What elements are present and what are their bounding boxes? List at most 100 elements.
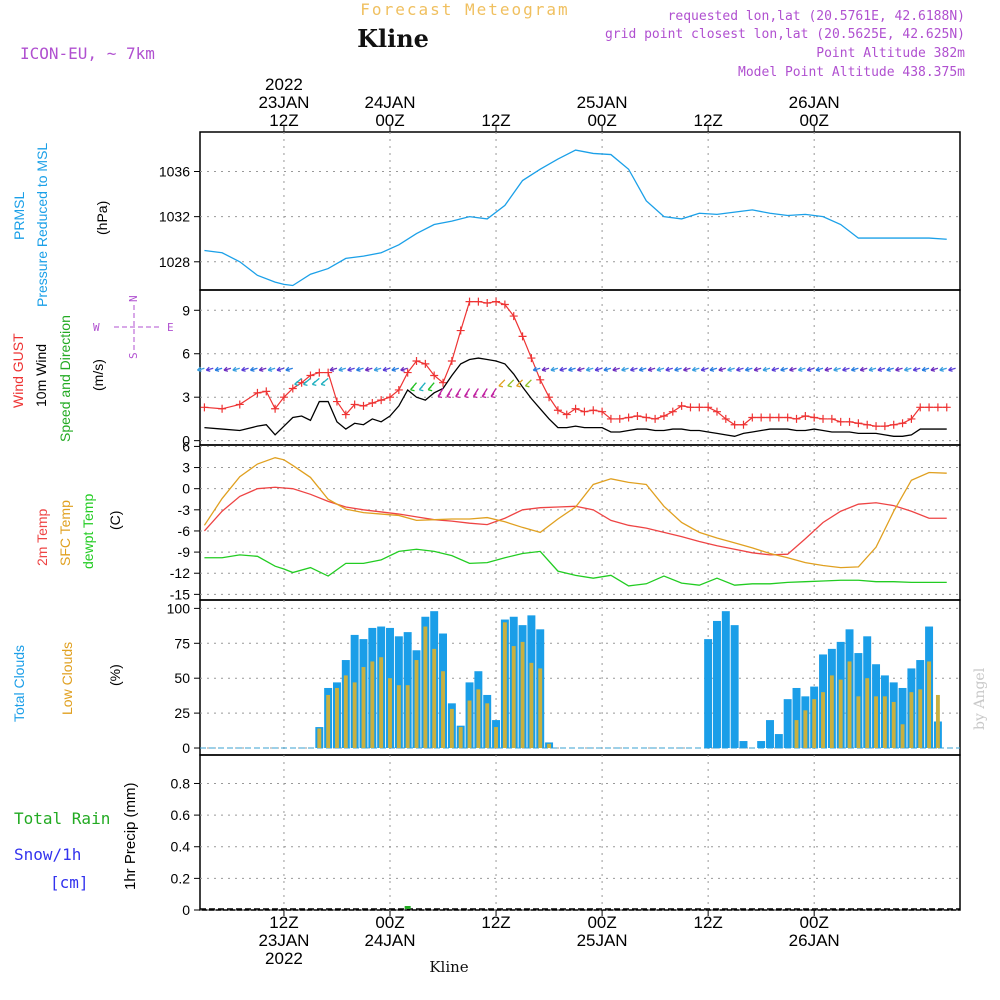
wind-direction-arrow [939, 366, 947, 372]
low-cloud-bar [396, 685, 401, 749]
wind-direction-arrow [472, 388, 479, 399]
low-cloud-bar [856, 696, 861, 749]
wind-direction-arrow [948, 366, 956, 372]
clouds-plot: 0 25 50 75 100 [167, 600, 960, 756]
wind-direction-arrow [338, 366, 346, 372]
low-cloud-bar [405, 685, 410, 749]
wind-gust-point [933, 403, 942, 412]
wind-direction-arrow [329, 366, 338, 372]
wind-gust-point [447, 356, 456, 365]
wind-direction-arrow [516, 379, 524, 388]
low-cloud-bar [829, 675, 834, 749]
wind-direction-arrow [903, 366, 912, 372]
wind-gust-point [942, 403, 951, 412]
total-cloud-bar [774, 734, 783, 749]
y-tick-label: 0 [182, 433, 190, 449]
wind-direction-arrow [850, 366, 859, 372]
point-altitude: Point Altitude 382m [816, 46, 965, 61]
total-cloud-bar [783, 699, 792, 749]
prmsl-desc: Pressure Reduced to MSL [34, 143, 50, 307]
y-tick-label: 1032 [159, 209, 190, 225]
low-cloud-bar [900, 724, 905, 749]
wind-direction-arrow [214, 366, 223, 372]
wind-direction-arrow [532, 366, 541, 372]
time-tick-label: 00Z [800, 913, 829, 932]
wind-direction-arrow [621, 366, 629, 372]
wind-gust-point [907, 414, 916, 423]
wind-direction-arrow [410, 382, 418, 392]
low-cloud-bar [335, 687, 339, 749]
y-tick-label: -3 [178, 502, 191, 518]
compass-south: S [127, 352, 140, 359]
y-tick-label: -12 [170, 565, 190, 581]
wind-gust-point [819, 414, 828, 423]
y-tick-label: 0.8 [171, 775, 191, 791]
wind-direction-arrow [364, 366, 373, 372]
wind-direction-arrow [276, 366, 285, 372]
wind-direction-arrow [232, 366, 240, 372]
low-cloud-bar [379, 657, 384, 749]
wind-10m-label: 10m Wind [33, 344, 49, 407]
wind-direction-arrow [455, 388, 462, 399]
wind-gust-point [792, 414, 801, 423]
wind-direction-arrow [797, 366, 806, 372]
low-cloud-bar [794, 720, 799, 749]
y-tick-label: 0.6 [171, 807, 191, 823]
wind-gust-point [500, 300, 509, 309]
pressure-unit: (hPa) [94, 201, 110, 235]
wind-gust-point [633, 412, 642, 421]
wind-gust-point [200, 403, 209, 412]
wind-direction-arrow [674, 366, 682, 372]
total-cloud-bar [757, 741, 766, 749]
temp-2m-line [203, 486, 947, 556]
low-cloud-bar [476, 689, 481, 749]
time-tick-label: 00Z [800, 111, 829, 130]
wind-speed-line [204, 357, 947, 437]
wind-direction-arrow [400, 366, 408, 372]
wind-gust-point [421, 359, 430, 368]
compass-east: E [167, 321, 174, 334]
total-cloud-bar [766, 720, 774, 749]
wind-direction-arrow [895, 366, 903, 372]
y-tick-label: 3 [182, 389, 190, 405]
wind-gust-point [721, 414, 730, 423]
wind-gust-point [571, 404, 580, 413]
low-cloud-bar [317, 728, 322, 749]
wind-gust-point [492, 297, 501, 306]
low-cloud-bar [935, 694, 940, 749]
low-cloud-bar [326, 694, 331, 749]
wind-gust-point [324, 368, 333, 377]
wind-panel: 0 3 6 9 Wind GUST 10m Wind Speed and Direct… [10, 289, 961, 449]
y-tick-label: 6 [182, 438, 190, 454]
low-cloud-bar [874, 696, 878, 749]
time-tick-label: 00Z [587, 913, 616, 932]
wind-direction-arrow [241, 366, 249, 372]
wind-gust-label: Wind GUST [10, 333, 26, 408]
low-cloud-bar [343, 675, 348, 749]
wind-gust-point [810, 413, 819, 422]
y-tick-label: 75 [174, 635, 190, 651]
low-cloud-bar [467, 700, 472, 749]
wind-direction-arrow [550, 366, 559, 372]
location-title: Kline [357, 24, 429, 53]
wind-direction-arrow [718, 366, 726, 372]
wind-direction-arrow [771, 366, 780, 372]
model-label: ICON-EU, ~ 7km [20, 44, 155, 63]
wind-direction-arrow [196, 366, 205, 372]
low-cloud-bar [370, 661, 375, 749]
y-tick-label: 3 [182, 460, 190, 476]
wind-gust-point [527, 354, 536, 363]
wind-direction-arrow [481, 388, 488, 399]
temp-dew-label: dewpt Temp [80, 494, 96, 569]
precip-panel: 0 0.2 0.4 0.6 0.8 Total Rain Snow/1h [cm] 1h… [14, 754, 961, 918]
time-tick-label: 12Z [269, 111, 298, 130]
wind-plot: 0 3 6 9 [182, 290, 960, 449]
low-cloud-bar [485, 703, 490, 749]
wind-gust-point [262, 387, 271, 396]
wind-direction-arrow [463, 388, 471, 399]
wind-gust-point [430, 371, 439, 380]
wind-direction-arrow [559, 366, 567, 372]
y-tick-label: 1036 [159, 164, 190, 180]
y-tick-label: 0.2 [171, 870, 191, 886]
wind-direction-arrow [391, 366, 400, 372]
